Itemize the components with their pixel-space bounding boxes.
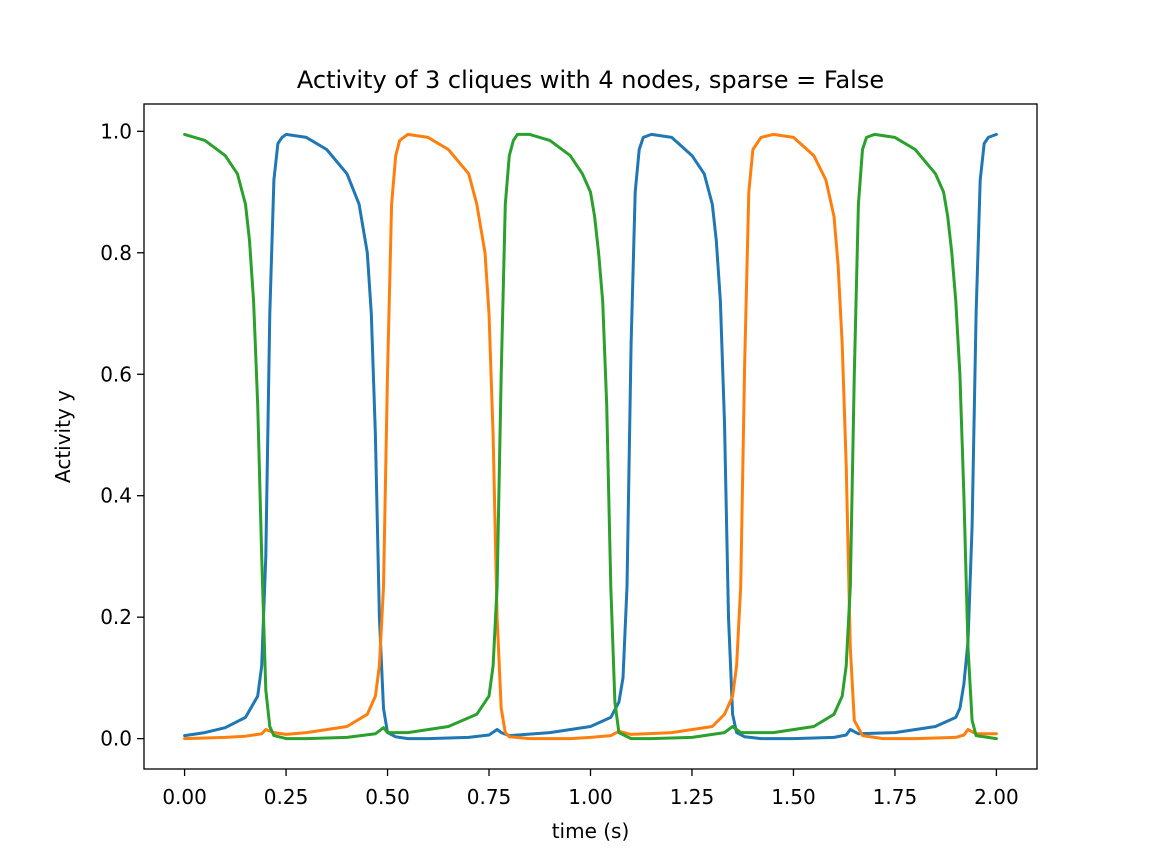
y-tick-label: 1.0 (100, 119, 132, 143)
y-tick-label: 0.0 (100, 727, 132, 751)
x-tick-label: 2.00 (974, 785, 1019, 809)
series-line-3 (183, 132, 998, 741)
y-axis-label: Activity y (51, 390, 75, 483)
x-axis-label: time (s) (552, 819, 630, 843)
y-tick-label: 0.2 (100, 605, 132, 629)
series-layer (183, 132, 998, 741)
chart-title: Activity of 3 cliques with 4 nodes, spar… (297, 66, 884, 94)
x-tick-label: 1.00 (568, 785, 613, 809)
series-line-2 (183, 132, 998, 741)
y-axis-ticks: 0.0 0.2 0.4 0.6 0.8 1.0 (100, 119, 144, 751)
y-tick-label: 0.6 (100, 362, 132, 386)
y-tick-label: 0.4 (100, 484, 132, 508)
x-axis-ticks: 0.00 0.25 0.50 0.75 1.00 1.25 1.50 1.75 2.00 (162, 769, 1019, 809)
x-tick-label: 0.00 (162, 785, 207, 809)
series-line-1 (183, 132, 998, 741)
x-tick-label: 1.50 (771, 785, 816, 809)
x-tick-label: 1.25 (670, 785, 715, 809)
x-tick-label: 0.75 (467, 785, 512, 809)
x-tick-label: 1.75 (873, 785, 918, 809)
x-tick-label: 0.25 (264, 785, 309, 809)
y-tick-label: 0.8 (100, 241, 132, 265)
x-tick-label: 0.50 (365, 785, 410, 809)
